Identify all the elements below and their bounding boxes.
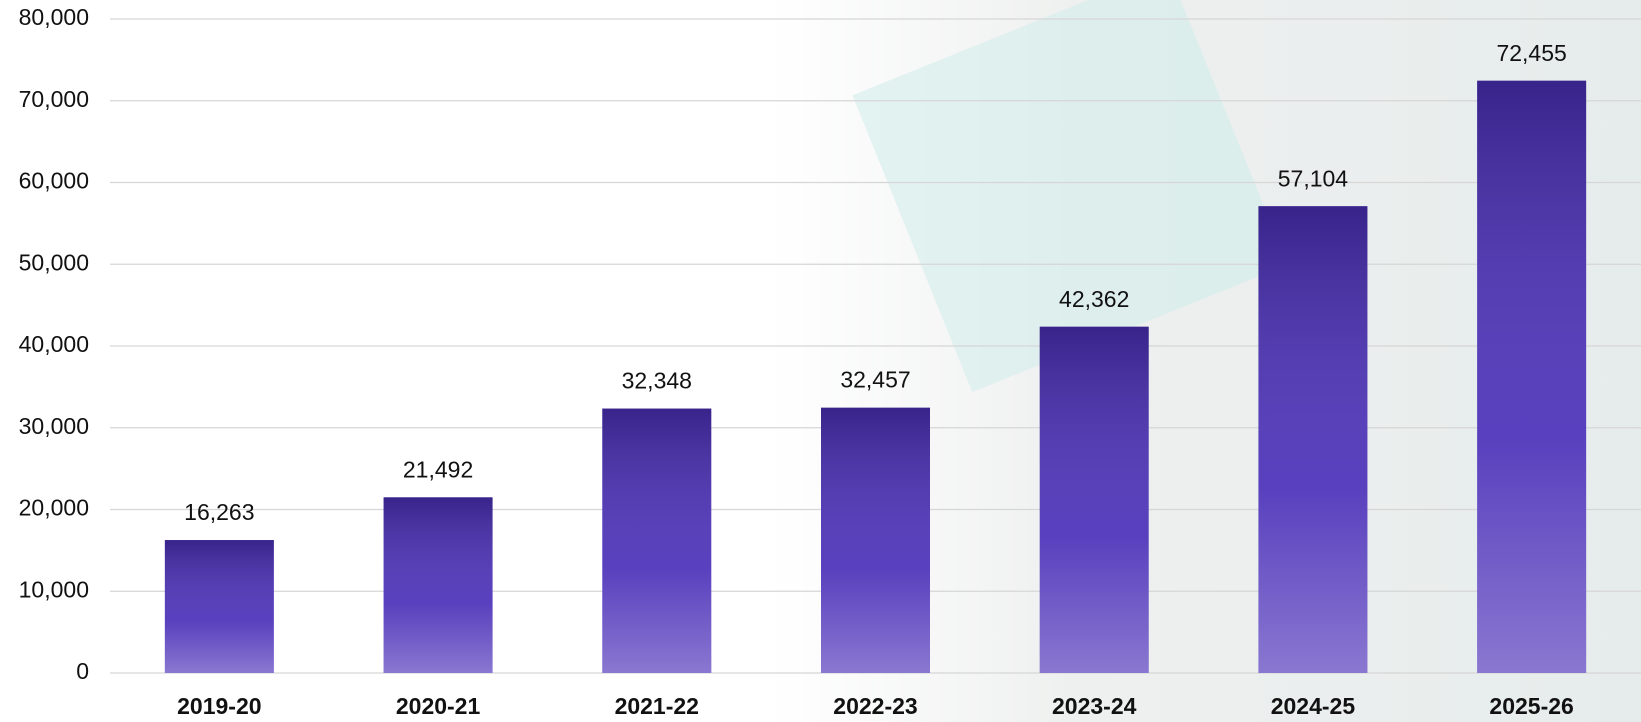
y-tick-label: 30,000 (19, 413, 89, 439)
bar-shade (383, 497, 493, 673)
y-tick-label: 20,000 (19, 495, 89, 521)
y-tick-label: 40,000 (19, 331, 89, 357)
bar-shade (1258, 206, 1368, 673)
value-label: 16,263 (184, 499, 254, 525)
y-tick-label: 10,000 (19, 576, 89, 602)
value-label: 42,362 (1059, 286, 1129, 312)
x-tick-label: 2024-25 (1271, 693, 1356, 719)
y-tick-label: 50,000 (19, 249, 89, 275)
background-laptop-screen (852, 0, 1288, 393)
bar-shade (1039, 326, 1149, 673)
x-tick-label: 2020-21 (396, 693, 481, 719)
x-tick-label: 2019-20 (177, 693, 261, 719)
bar-shade (602, 408, 712, 673)
value-label: 32,457 (840, 367, 910, 393)
value-label: 72,455 (1496, 40, 1566, 66)
x-tick-label: 2022-23 (833, 693, 917, 719)
x-tick-label: 2021-22 (615, 693, 699, 719)
x-tick-label: 2025-26 (1489, 693, 1573, 719)
bar-shade (164, 540, 274, 673)
y-tick-label: 80,000 (19, 4, 89, 30)
bar-shade (821, 407, 930, 673)
y-tick-label: 0 (76, 658, 89, 684)
y-tick-label: 70,000 (19, 86, 89, 112)
value-label: 21,492 (403, 456, 473, 482)
value-label: 32,348 (622, 368, 692, 394)
y-tick-label: 60,000 (19, 168, 89, 194)
value-label: 57,104 (1278, 165, 1349, 191)
bar-shade (1477, 80, 1587, 674)
x-tick-label: 2023-24 (1052, 693, 1137, 719)
